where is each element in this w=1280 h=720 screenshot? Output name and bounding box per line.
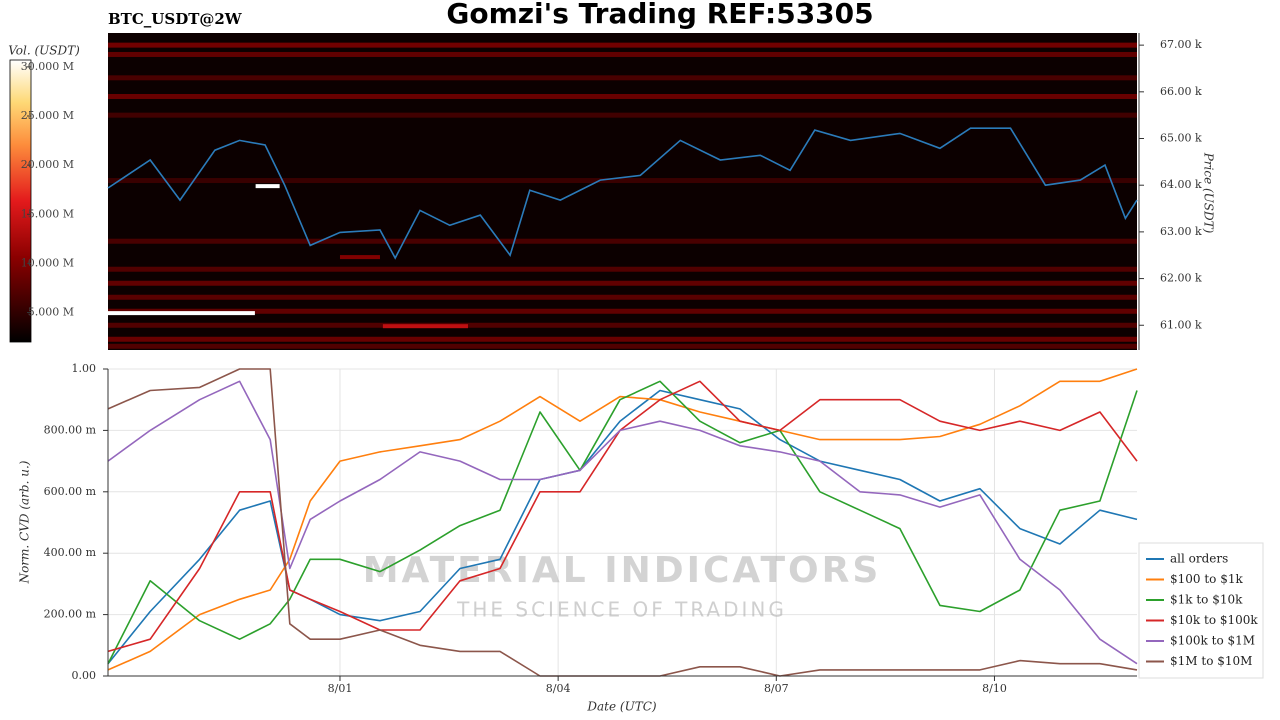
liquidity-wall xyxy=(108,311,255,316)
liquidity-level xyxy=(108,308,1137,314)
legend-label: $1M to $10M xyxy=(1170,654,1252,668)
watermark-title: MATERIAL INDICATORS xyxy=(363,550,882,591)
chart-subtitle: BTC_USDT@2W xyxy=(108,10,243,28)
legend-box xyxy=(1138,542,1264,679)
liquidity-wall xyxy=(339,255,380,260)
legend-label: $1k to $10k xyxy=(1170,593,1243,607)
y-tick-label: 200.00 m xyxy=(44,608,97,621)
liquidity-level xyxy=(108,294,1137,300)
colorbar xyxy=(9,59,32,343)
colorbar-tick-label: 10.000 M xyxy=(21,256,74,269)
liquidity-level xyxy=(108,112,1137,118)
legend-label: all orders xyxy=(1170,552,1228,566)
y-tick-label: 61.00 k xyxy=(1160,318,1202,331)
y-tick-label: 400.00 m xyxy=(44,546,97,559)
liquidity-level xyxy=(108,42,1137,48)
y-tick-label: 600.00 m xyxy=(44,485,97,498)
y-tick-label: 65.00 k xyxy=(1160,132,1202,145)
liquidity-level xyxy=(108,266,1137,272)
liquidity-level xyxy=(108,51,1137,57)
x-tick-label: 8/01 xyxy=(328,682,353,695)
liquidity-wall xyxy=(382,324,468,329)
liquidity-wall xyxy=(255,184,280,189)
y-tick-label: 64.00 k xyxy=(1160,178,1202,191)
cvd-line xyxy=(107,368,1138,671)
x-tick-label: 8/10 xyxy=(982,682,1007,695)
cvd-line xyxy=(107,380,1138,653)
price-line xyxy=(107,127,1138,260)
y-tick-label: 67.00 k xyxy=(1160,38,1202,51)
cvd-line xyxy=(107,368,1138,677)
page-title: Gomzi's Trading REF:53305 xyxy=(446,0,873,30)
y-tick-label: 62.00 k xyxy=(1160,272,1202,285)
legend-label: $10k to $100k xyxy=(1170,613,1258,627)
colorbar-label: Vol. (USDT) xyxy=(8,44,80,58)
liquidity-level xyxy=(108,336,1137,342)
y-tick-label: 800.00 m xyxy=(44,423,97,436)
y-axis-label: Price (USDT) xyxy=(1202,152,1216,234)
legend: all orders $100 to $1k $1k to $10k $10k to … xyxy=(1138,542,1264,679)
y-tick-label: 66.00 k xyxy=(1160,85,1202,98)
x-tick-label: 8/07 xyxy=(764,682,789,695)
y-tick-label: 63.00 k xyxy=(1160,225,1202,238)
legend-label: $100k to $1M xyxy=(1170,634,1255,648)
colorbar-tick-label: 30.000 M xyxy=(21,60,74,73)
watermark-subtitle: THE SCIENCE OF TRADING xyxy=(456,598,787,622)
plot-background xyxy=(108,33,1137,350)
x-axis-label: Date (UTC) xyxy=(586,700,656,714)
liquidity-level xyxy=(108,343,1137,349)
y-tick-label: 0.00 xyxy=(72,669,97,682)
liquidity-level xyxy=(108,75,1137,81)
legend-label: $100 to $1k xyxy=(1170,572,1243,586)
liquidity-level xyxy=(108,238,1137,244)
liquidity-level xyxy=(108,280,1137,286)
colorbar-tick-label: 25.000 M xyxy=(21,109,74,122)
liquidity-level xyxy=(108,178,1137,184)
cvd-line xyxy=(107,389,1138,665)
liquidity-level xyxy=(108,93,1137,99)
cvd-line xyxy=(107,380,1138,665)
colorbar-tick-label: 5.000 M xyxy=(28,306,74,319)
colorbar-tick-label: 15.000 M xyxy=(21,207,74,220)
y-tick-label: 1.00 xyxy=(72,362,97,375)
colorbar-tick-label: 20.000 M xyxy=(21,158,74,171)
x-tick-label: 8/04 xyxy=(546,682,571,695)
liquidity-level xyxy=(108,322,1137,328)
y-axis-label: Norm. CVD (arb. u.) xyxy=(18,460,32,584)
